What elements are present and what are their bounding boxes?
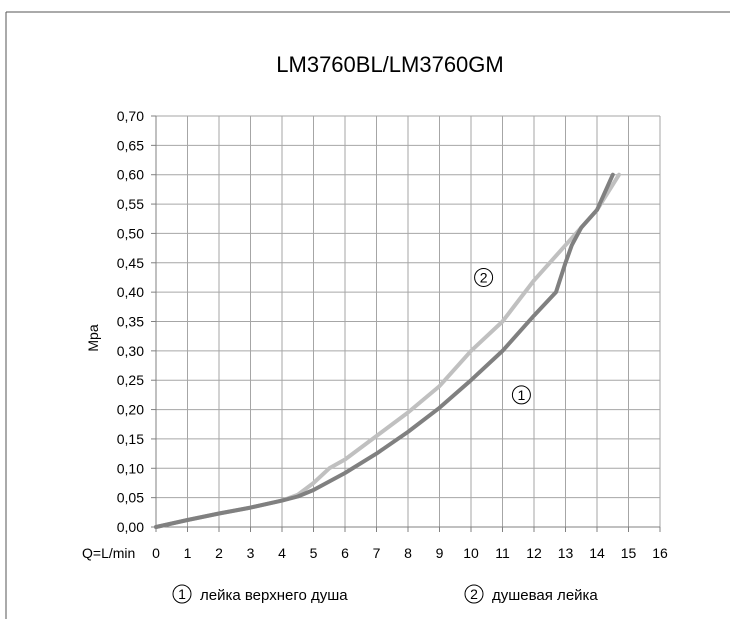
series-line-1	[154, 172, 615, 529]
series-lines	[154, 172, 621, 529]
y-tick-label: 0,70	[117, 108, 144, 124]
y-tick-label: 0,65	[117, 137, 144, 153]
x-tick-label: 15	[621, 545, 637, 561]
x-tick-label: 12	[526, 545, 542, 561]
y-tick-label: 0,40	[117, 284, 144, 300]
x-tick-label: 0	[152, 545, 160, 561]
x-tick-label: 8	[404, 545, 412, 561]
y-axis-label: Mpa	[85, 324, 101, 351]
x-tick-label: 14	[589, 545, 605, 561]
x-tick-label: 13	[558, 545, 574, 561]
y-tick-label: 0,30	[117, 343, 144, 359]
y-tick-label: 0,15	[117, 431, 144, 447]
x-tick-label: 4	[278, 545, 286, 561]
y-tick-label: 0,55	[117, 196, 144, 212]
y-tick-label: 0,50	[117, 225, 144, 241]
y-tick-label: 0,20	[117, 402, 144, 418]
chart-title: LM3760BL/LM3760GM	[276, 52, 503, 77]
marker-circle-2	[474, 267, 494, 287]
x-tick-label: 6	[341, 545, 349, 561]
y-tick-label: 0,10	[117, 460, 144, 476]
x-tick-label: 2	[215, 545, 223, 561]
grid	[156, 115, 661, 527]
x-tick-label: 16	[652, 545, 668, 561]
x-tick-label: 7	[373, 545, 381, 561]
legend: 1 лейка верхнего душа 2 душевая лейка	[172, 584, 598, 604]
x-tick-label: 11	[495, 545, 510, 561]
legend-marker-1	[172, 584, 192, 604]
y-tick-label: 0,00	[117, 519, 144, 535]
axes	[151, 115, 661, 532]
x-tick-label: 3	[247, 545, 255, 561]
marker-label-1: 1	[518, 387, 526, 403]
legend-marker-label-1: 1	[178, 586, 186, 602]
y-tick-label: 0,35	[117, 314, 144, 330]
x-axis-prefix: Q=L/min	[82, 545, 135, 561]
legend-marker-label-2: 2	[470, 586, 478, 602]
x-tick-label: 10	[463, 545, 479, 561]
y-tick-label: 0,05	[117, 490, 144, 506]
marker-label-2: 2	[480, 269, 488, 285]
series-markers: 21	[474, 267, 531, 405]
tick-labels: 0 1 2 3 4 5 6 7 8 9 10 11 12 13 14 15 160,000,050,100,15…	[117, 108, 668, 561]
x-tick-label: 9	[436, 545, 444, 561]
y-tick-label: 0,45	[117, 255, 144, 271]
legend-entry-2: душевая лейка	[492, 587, 598, 604]
legend-marker-2	[464, 584, 484, 604]
x-tick-label: 1	[184, 545, 192, 561]
x-tick-label: 5	[310, 545, 318, 561]
y-tick-label: 0,25	[117, 372, 144, 388]
legend-entry-1: лейка верхнего душа	[200, 587, 348, 604]
marker-circle-1	[511, 385, 531, 405]
y-tick-label: 0,60	[117, 167, 144, 183]
